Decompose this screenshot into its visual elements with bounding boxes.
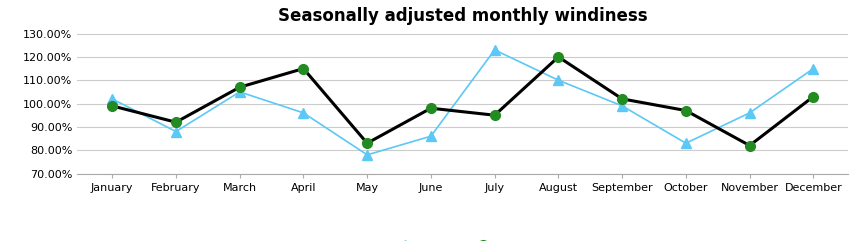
- 2024: [808, 95, 818, 98]
- 2023: [362, 154, 372, 156]
- 2023: [745, 111, 755, 114]
- 2024: [362, 142, 372, 145]
- 2023: [171, 130, 181, 133]
- 2024: [235, 86, 245, 89]
- 2023: [680, 142, 691, 145]
- 2024: [426, 107, 436, 110]
- 2024: [298, 67, 309, 70]
- 2024: [745, 144, 755, 147]
- 2024: [617, 97, 627, 100]
- 2023: [235, 90, 245, 93]
- 2024: [107, 104, 117, 107]
- 2023: [298, 111, 309, 114]
- 2024: [489, 114, 500, 117]
- 2023: [808, 67, 818, 70]
- 2024: [680, 109, 691, 112]
- 2023: [107, 97, 117, 100]
- 2023: [554, 79, 564, 82]
- 2023: [489, 48, 500, 51]
- Title: Seasonally adjusted monthly windiness: Seasonally adjusted monthly windiness: [278, 7, 648, 25]
- 2023: [426, 135, 436, 138]
- Legend: 2023, 2024: 2023, 2024: [387, 235, 538, 241]
- 2024: [554, 55, 564, 58]
- 2024: [171, 121, 181, 124]
- Line: 2023: 2023: [107, 45, 818, 160]
- Line: 2024: 2024: [107, 52, 818, 150]
- 2023: [617, 104, 627, 107]
